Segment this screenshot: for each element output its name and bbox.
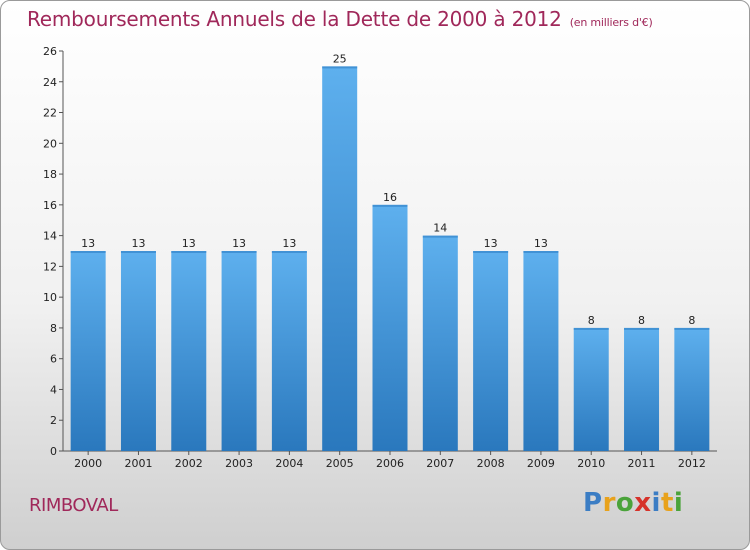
bar-value-label: 25 xyxy=(333,52,347,65)
bar xyxy=(624,327,660,451)
bar-top-edge xyxy=(624,327,660,330)
y-tick-label: 2 xyxy=(50,414,57,427)
x-tick-label: 2005 xyxy=(326,457,354,470)
x-tick-label: 2011 xyxy=(628,457,656,470)
x-tick-label: 2003 xyxy=(225,457,253,470)
bar-top-edge xyxy=(573,327,609,330)
bar-top-edge xyxy=(372,204,408,207)
bar xyxy=(120,251,156,451)
x-tick-label: 2006 xyxy=(376,457,404,470)
bar-top-edge xyxy=(171,251,207,253)
bar xyxy=(271,251,307,451)
bar-value-label: 14 xyxy=(433,222,447,235)
y-tick-label: 8 xyxy=(50,322,57,335)
y-tick-label: 6 xyxy=(50,353,57,366)
bar-top-edge xyxy=(120,251,156,253)
logo-letter: i xyxy=(673,488,684,518)
bar xyxy=(674,327,710,451)
y-tick-label: 16 xyxy=(43,199,57,212)
x-tick-label: 2007 xyxy=(426,457,454,470)
bar xyxy=(422,235,458,451)
logo-letter: t xyxy=(660,488,674,518)
bar xyxy=(573,327,609,451)
x-tick-label: 2004 xyxy=(275,457,303,470)
bar xyxy=(221,251,257,451)
y-tick-label: 14 xyxy=(43,230,57,243)
y-tick-label: 10 xyxy=(43,291,57,304)
bar-top-edge xyxy=(674,327,710,330)
chart-bars xyxy=(70,66,710,451)
commune-name: RIMBOVAL xyxy=(29,495,118,516)
bar xyxy=(372,204,408,451)
bar xyxy=(322,66,358,451)
bar-value-label: 13 xyxy=(131,237,145,250)
bar xyxy=(70,251,106,451)
logo-letter: P xyxy=(583,488,603,518)
bar xyxy=(171,251,207,451)
y-tick-label: 20 xyxy=(43,137,57,150)
x-tick-label: 2010 xyxy=(577,457,605,470)
y-tick-label: 4 xyxy=(50,383,57,396)
y-tick-label: 26 xyxy=(43,45,57,58)
x-tick-label: 2009 xyxy=(527,457,555,470)
bar-value-label: 13 xyxy=(182,237,196,250)
bar-value-label: 13 xyxy=(534,237,548,250)
logo-letter: x xyxy=(634,488,652,518)
y-tick-label: 12 xyxy=(43,260,57,273)
proxiti-logo: Proxiti xyxy=(583,488,683,518)
x-tick-label: 2000 xyxy=(74,457,102,470)
bar xyxy=(473,251,509,451)
x-tick-label: 2008 xyxy=(477,457,505,470)
bar-value-label: 13 xyxy=(232,237,246,250)
y-tick-label: 0 xyxy=(50,445,57,458)
bar-value-label: 13 xyxy=(484,237,498,250)
x-tick-label: 2002 xyxy=(175,457,203,470)
bar-value-label: 16 xyxy=(383,191,397,204)
bar-top-edge xyxy=(422,235,458,238)
bar-top-edge xyxy=(322,66,358,69)
chart-title: Remboursements Annuels de la Dette de 20… xyxy=(27,7,653,31)
y-tick-label: 18 xyxy=(43,168,57,181)
bar-value-label: 8 xyxy=(638,314,645,327)
bar-top-edge xyxy=(523,251,559,253)
x-tick-label: 2012 xyxy=(678,457,706,470)
x-tick-label: 2001 xyxy=(124,457,152,470)
chart-labels: 0246810121416182022242620001320011320021… xyxy=(43,45,706,470)
chart-subtitle: (en milliers d'€) xyxy=(569,16,653,29)
chart-title-text: Remboursements Annuels de la Dette de 20… xyxy=(27,7,562,31)
logo-letter: o xyxy=(615,488,635,518)
y-tick-label: 22 xyxy=(43,107,57,120)
bar-top-edge xyxy=(221,251,257,253)
bar-value-label: 8 xyxy=(588,314,595,327)
bar xyxy=(523,251,559,451)
y-tick-label: 24 xyxy=(43,76,57,89)
bar-top-edge xyxy=(271,251,307,253)
bar-value-label: 8 xyxy=(688,314,695,327)
bar-value-label: 13 xyxy=(282,237,296,250)
logo-letter: r xyxy=(602,488,616,518)
bar-value-label: 13 xyxy=(81,237,95,250)
logo-letter: i xyxy=(651,488,661,518)
bar-top-edge xyxy=(70,251,106,253)
bar-top-edge xyxy=(473,251,509,253)
